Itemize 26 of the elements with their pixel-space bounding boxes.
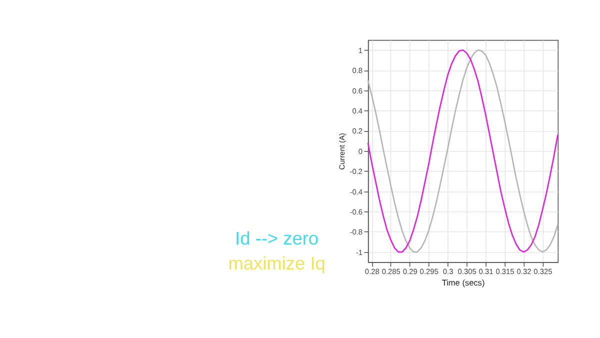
x-tick-label: 0.315	[496, 267, 514, 276]
x-tick-label: 0.3	[442, 267, 454, 276]
y-tick-label: 1	[358, 46, 363, 55]
x-tick-label: 0.295	[420, 267, 438, 276]
x-tick-label: 0.28	[364, 267, 380, 276]
x-tick-label: 0.32	[516, 267, 532, 276]
x-tick-label: 0.31	[478, 267, 494, 276]
y-tick-label: 0.8	[352, 66, 363, 76]
x-axis-title: Time (secs)	[442, 278, 485, 288]
y-tick-label: -0.4	[350, 187, 363, 196]
y-tick-label: 0.2	[352, 126, 363, 136]
y-tick-label: -0.6	[350, 207, 363, 216]
x-tick-label: 0.29	[402, 267, 418, 276]
y-tick-label: 0	[358, 146, 363, 156]
y-tick-label: -1	[356, 248, 363, 257]
y-tick-label: 0.4	[352, 106, 363, 116]
y-tick-label: -0.2	[350, 167, 363, 176]
y-axis-title: Current (A)	[338, 132, 347, 170]
x-tick-label: 0.325	[534, 267, 552, 276]
x-tick-label: 0.305	[458, 267, 476, 276]
x-tick-label: 0.285	[382, 267, 400, 276]
y-tick-label: -0.8	[350, 228, 363, 237]
text: Id --> zero	[235, 228, 319, 249]
text: maximize Iq	[228, 252, 326, 274]
line-series	[367, 49, 558, 253]
y-tick-label: 0.6	[352, 86, 363, 96]
